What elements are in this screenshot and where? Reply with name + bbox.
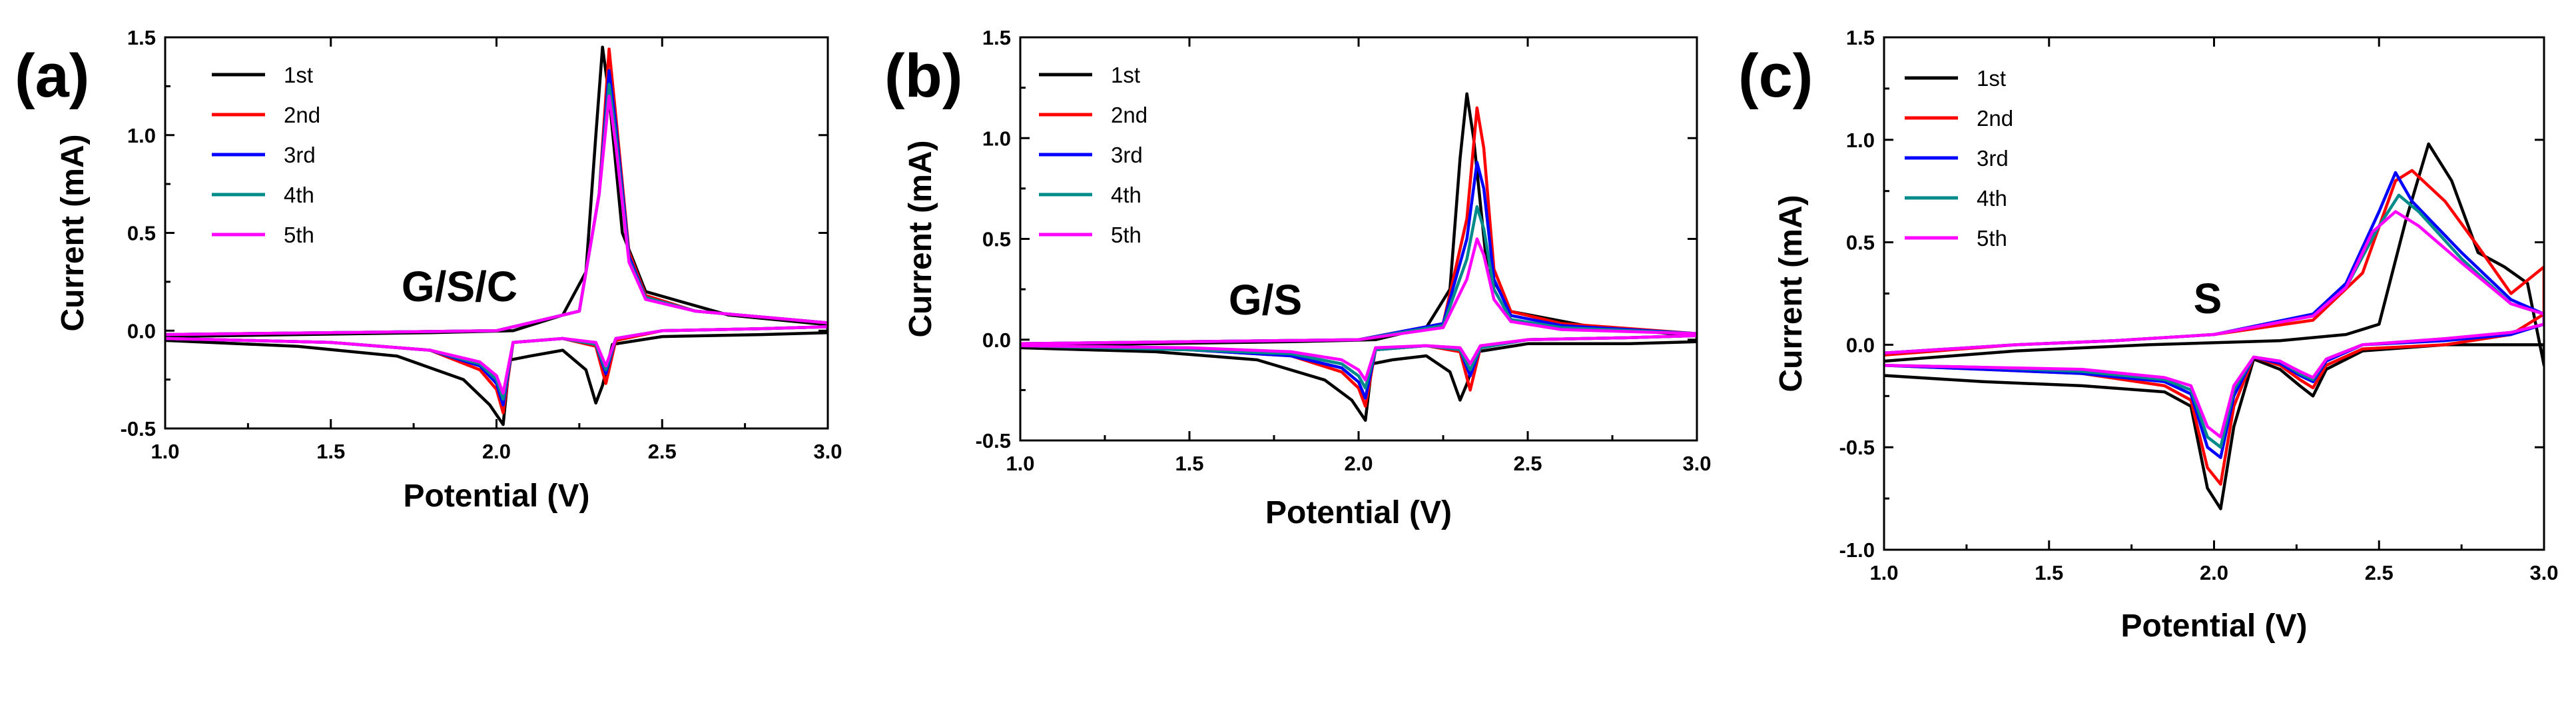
series-group <box>1884 142 2544 510</box>
legend-label: 4th <box>284 183 314 207</box>
x-tick-label: 2.5 <box>648 440 677 463</box>
x-tick-label: 3.0 <box>813 440 842 463</box>
x-axis-title: Potential (V) <box>2120 608 2307 644</box>
y-axis-title: Current (mA) <box>55 135 91 332</box>
legend-label: 2nd <box>1111 103 1147 127</box>
panel-3: 1.0 1.5 2.0 2.5 3.0 -1.0 -0.5 0.0 0.5 1.0 1.5 Poten… <box>1738 26 2559 644</box>
legend-label: 5th <box>284 223 314 247</box>
x-tick-label: 1.5 <box>1175 452 1203 475</box>
y-tick-label: 1.0 <box>982 127 1011 150</box>
sample-label: G/S <box>1229 276 1302 324</box>
y-tick-label: 0.0 <box>982 329 1011 352</box>
x-tick-label: 3.0 <box>2529 561 2558 584</box>
y-tick-label: 0.5 <box>1846 231 1875 255</box>
legend-label: 2nd <box>284 103 320 127</box>
y-tick-label: -0.5 <box>976 429 1011 452</box>
panel-1: 1.0 1.5 2.0 2.5 3.0 -0.5 0.0 0.5 1.0 1.5 Potential… <box>15 26 842 514</box>
series-group <box>165 45 828 426</box>
x-tick-label: 1.0 <box>1869 561 1898 584</box>
x-tick-label: 2.0 <box>482 440 511 463</box>
series-line-5th <box>1884 210 2544 439</box>
legend-label: 3rd <box>1111 143 1143 167</box>
legend-label: 2nd <box>1977 106 2013 131</box>
legend-label: 4th <box>1977 186 2007 211</box>
series-line-4th <box>165 83 828 401</box>
panel-2: 1.0 1.5 2.0 2.5 3.0 -0.5 0.0 0.5 1.0 1.5 Potential… <box>884 26 1712 530</box>
legend-label: 1st <box>284 63 313 87</box>
x-tick-label: 1.5 <box>316 440 345 463</box>
x-tick-label: 1.0 <box>151 440 179 463</box>
x-tick-label: 3.0 <box>1682 452 1711 475</box>
x-axis-title: Potential (V) <box>1265 495 1452 530</box>
legend-label: 1st <box>1977 66 2006 91</box>
sample-label: S <box>2194 275 2222 323</box>
legend-label: 3rd <box>1977 146 2009 171</box>
y-tick-label: 1.5 <box>982 26 1011 49</box>
sample-label: G/S/C <box>402 263 517 311</box>
legend-label: 4th <box>1111 183 1141 207</box>
series-line-3rd <box>165 69 828 407</box>
y-tick-label: 1.0 <box>1846 129 1875 152</box>
legend-label: 3rd <box>284 143 316 167</box>
panel-label: (c) <box>1738 42 1813 110</box>
y-tick-label: 1.5 <box>1846 26 1875 49</box>
panel-label: (b) <box>884 42 962 110</box>
x-tick-label: 1.5 <box>2035 561 2063 584</box>
series-line-3rd <box>1884 171 2544 459</box>
x-tick-label: 2.5 <box>1513 452 1542 475</box>
legend: 1st 2nd 3rd 4th 5th <box>212 63 320 247</box>
series-line-5th <box>165 94 828 395</box>
legend: 1st 2nd 3rd 4th 5th <box>1039 63 1147 247</box>
y-tick-label: 0.0 <box>1846 333 1875 356</box>
series-group <box>1020 92 1697 422</box>
series-line-1st <box>1020 92 1697 422</box>
series-line-2nd <box>1884 169 2544 486</box>
y-tick-label: 1.0 <box>127 124 156 147</box>
x-tick-label: 2.5 <box>2365 561 2394 584</box>
legend: 1st 2nd 3rd 4th 5th <box>1905 66 2013 251</box>
x-tick-label: 2.0 <box>2200 561 2228 584</box>
legend-label: 5th <box>1977 226 2007 251</box>
y-axis-title: Current (mA) <box>1773 195 1809 392</box>
legend-label: 5th <box>1111 223 1141 247</box>
legend-label: 1st <box>1111 63 1140 87</box>
y-tick-label: -1.0 <box>1839 538 1875 562</box>
y-tick-label: 0.5 <box>127 222 156 245</box>
series-line-1st <box>165 45 828 426</box>
y-tick-label: -0.5 <box>1839 436 1875 459</box>
y-tick-label: -0.5 <box>121 417 156 440</box>
y-tick-label: 0.5 <box>982 228 1011 251</box>
series-line-2nd <box>165 47 828 414</box>
x-tick-label: 1.0 <box>1006 452 1034 475</box>
y-tick-label: 0.0 <box>127 319 156 343</box>
panel-label: (a) <box>15 42 89 110</box>
y-tick-label: 1.5 <box>127 26 156 49</box>
series-line-5th <box>1020 237 1697 382</box>
x-axis-title: Potential (V) <box>403 478 589 514</box>
y-axis-title: Current (mA) <box>903 141 938 338</box>
x-tick-label: 2.0 <box>1344 452 1373 475</box>
